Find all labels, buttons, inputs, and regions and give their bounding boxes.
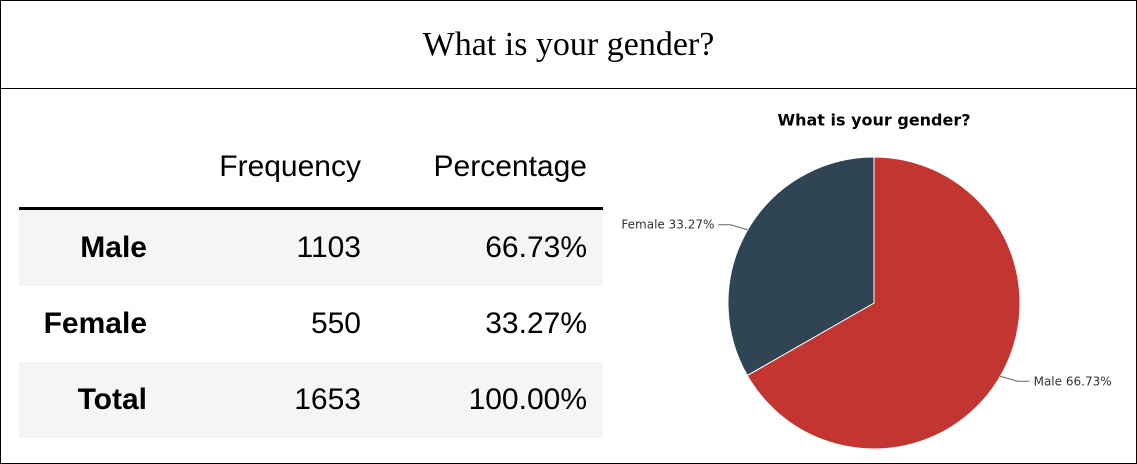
row-label: Female xyxy=(43,307,147,340)
slice-category: Female xyxy=(621,217,664,231)
row-label: Male xyxy=(80,231,147,264)
cell: 1103 xyxy=(296,231,361,264)
leader-line xyxy=(1000,375,1030,382)
row-label: Total xyxy=(77,383,147,416)
cell: 33.27% xyxy=(485,307,587,340)
cell: 100.00% xyxy=(468,383,587,416)
table-row: Male 1103 66.73% xyxy=(19,210,603,286)
column-header: Frequency xyxy=(219,150,361,183)
slice-value: 33.27% xyxy=(669,217,715,231)
cell: 66.73% xyxy=(485,231,587,264)
page-title: What is your gender? xyxy=(1,1,1136,89)
cell: 1653 xyxy=(294,383,361,416)
slice-label: Male 66.73% xyxy=(1034,374,1112,388)
header-row: Frequency Percentage xyxy=(19,131,603,210)
slice-value: 66.73% xyxy=(1066,374,1112,388)
slice-label: Female 33.27% xyxy=(621,217,714,231)
table-row: Female 550 33.27% xyxy=(19,286,603,362)
chart-title: What is your gender? xyxy=(777,111,970,130)
table: Frequency Percentage Male 1103 66.73% Femal… xyxy=(19,131,603,438)
leader-line xyxy=(718,224,748,231)
column-header: Percentage xyxy=(433,150,587,183)
slice-category: Male xyxy=(1034,374,1062,388)
pie-chart: What is your gender? Male 66.73% Female 3… xyxy=(621,111,1112,450)
pie-slice xyxy=(746,156,1021,450)
pie-slice xyxy=(727,156,875,377)
table-row: Total 1653 100.00% xyxy=(19,362,603,438)
cell: 550 xyxy=(310,307,361,340)
